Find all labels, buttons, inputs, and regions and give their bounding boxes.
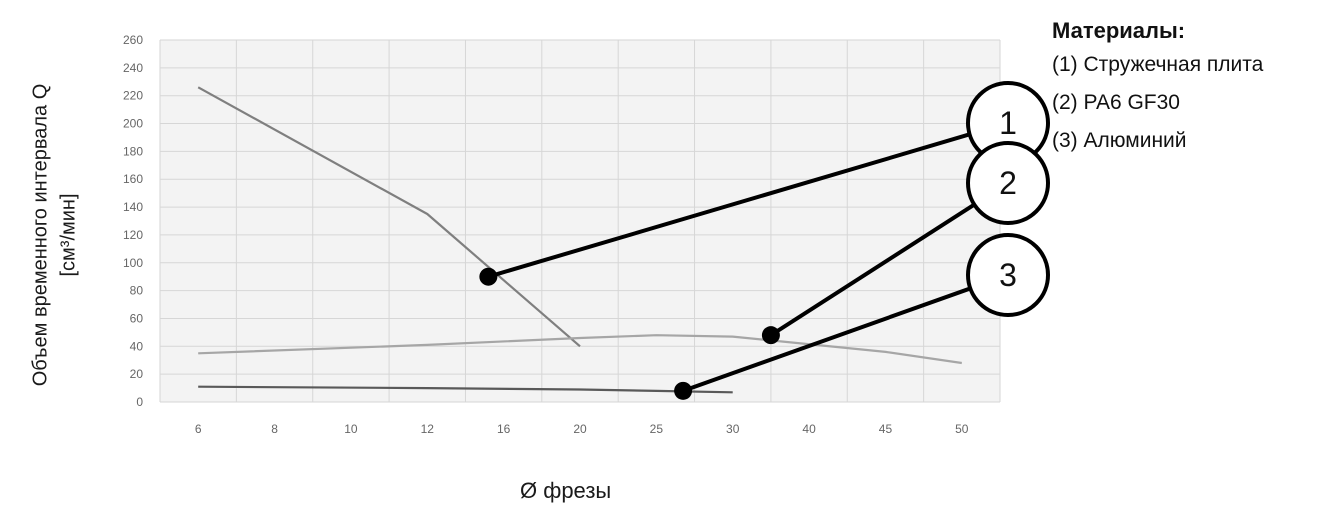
callout-dot-1 [479, 267, 498, 286]
y-tick-label: 20 [130, 367, 144, 381]
callout-number-1: 1 [999, 105, 1017, 141]
x-tick-label: 25 [650, 422, 664, 436]
callouts: 1 2 3 [479, 81, 1050, 400]
callout-leader-2 [769, 202, 976, 337]
y-tick-label: 260 [123, 33, 143, 47]
callout-dot-3 [674, 381, 693, 400]
y-tick-label: 200 [123, 117, 143, 131]
x-tick-label: 45 [879, 422, 893, 436]
y-tick-label: 160 [123, 172, 143, 186]
y-tick-label: 0 [136, 395, 143, 409]
legend-item-2: (2) PA6 GF30 [1052, 91, 1180, 114]
x-tick-label: 20 [573, 422, 587, 436]
x-tick-label: 16 [497, 422, 511, 436]
x-tick-label: 30 [726, 422, 740, 436]
plot-area [160, 40, 1000, 402]
y-axis-label-line-1: Объем временного интервала Q [29, 83, 52, 387]
y-tick-label: 240 [123, 61, 143, 75]
y-tick-label: 180 [123, 144, 143, 158]
callout-circle-3 [966, 233, 1050, 317]
x-tick-label: 12 [421, 422, 435, 436]
x-axis-label: Ø фрезы [520, 478, 612, 503]
y-tick-label: 60 [130, 311, 144, 325]
y-tick-label: 140 [123, 200, 143, 214]
y-axis-label: Объем временного интервала Q [см³/мин] [0, 0, 110, 470]
legend-item-3: (3) Алюминий [1052, 129, 1187, 152]
callout-leader-3 [682, 286, 971, 393]
x-tick-label: 6 [195, 422, 202, 436]
x-tick-label: 50 [955, 422, 969, 436]
callout-dot-2 [761, 326, 780, 345]
y-axis-ticks: 0 20 40 60 80 100 120 140 160 180 200 220 240 260 [123, 33, 143, 409]
legend-title: Материалы: [1052, 18, 1186, 43]
y-tick-label: 80 [130, 284, 144, 298]
grid [159, 39, 1001, 403]
callout-circle-2 [966, 141, 1050, 225]
x-tick-label: 40 [802, 422, 816, 436]
y-tick-label: 220 [123, 89, 143, 103]
y-tick-label: 100 [123, 256, 143, 270]
x-axis-ticks: 6 8 10 12 16 20 25 30 40 45 50 [195, 422, 969, 436]
y-axis-label-line-2: [см³/мин] [57, 193, 80, 277]
x-tick-label: 10 [344, 422, 358, 436]
legend-item-1: (1) Стружечная плита [1052, 53, 1264, 76]
callout-leader-1 [487, 132, 971, 279]
callout-number-2: 2 [999, 165, 1017, 201]
x-tick-label: 8 [271, 422, 278, 436]
y-tick-label: 40 [130, 339, 144, 353]
callout-number-3: 3 [999, 257, 1017, 293]
y-tick-label: 120 [123, 228, 143, 242]
legend: Материалы: (1) Стружечная плита (2) PA6 … [1052, 18, 1263, 168]
